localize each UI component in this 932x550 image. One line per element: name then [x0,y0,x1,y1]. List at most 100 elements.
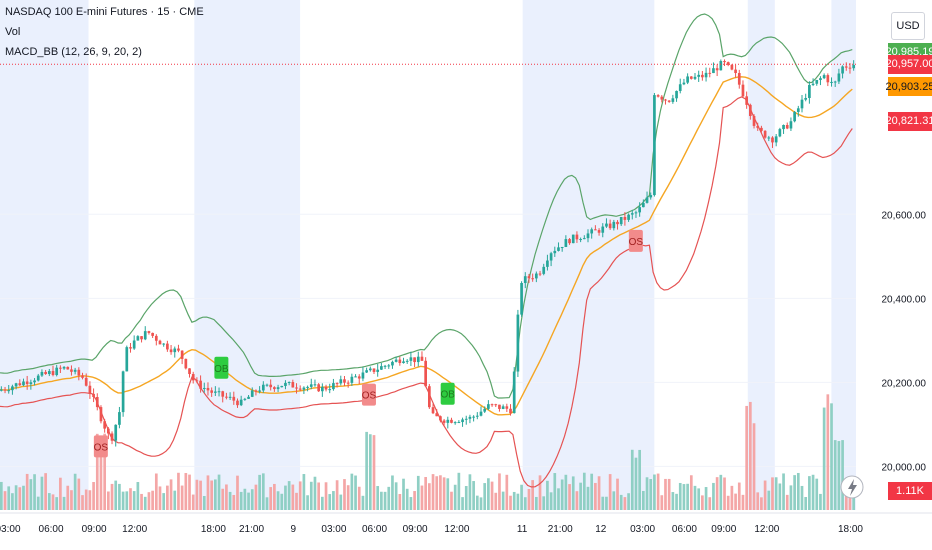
volume-bar [516,493,520,510]
volume-bar [483,483,487,510]
signal-label: OS [629,237,644,248]
volume-bar [77,478,81,510]
volume-bar [594,482,597,510]
candle-body [649,195,653,198]
volume-bar [660,495,664,510]
candle-body [627,214,630,220]
candle-body [33,380,36,383]
candle-body [199,380,202,389]
candle-body [819,78,822,81]
candle-body [110,433,114,441]
volume-bar [228,491,232,510]
volume-bar [7,486,11,510]
candle-body [40,371,44,376]
volume-bar [546,480,549,510]
candle-body [623,216,627,220]
candle-body [730,64,734,70]
session-shade [831,0,856,510]
volume-legend[interactable]: Vol [5,26,21,38]
signal-markers: OB OB OS OS OS [94,229,644,458]
candle-body [239,399,243,406]
candle-body [586,233,590,239]
candle-body [265,384,269,386]
volume-bar [243,488,247,510]
candle-body [774,136,778,143]
candle-body [121,371,125,413]
candle-body [22,381,25,386]
volume-bar [697,488,701,510]
volume-bar [350,473,354,510]
indicator-legend[interactable]: MACD_BB (12, 26, 9, 20, 2) [5,46,142,58]
candle-body [671,98,675,102]
candle-body [678,84,682,91]
lightning-glyph [848,479,857,496]
candle-body [498,404,501,409]
volume-bar [645,477,649,510]
candle-body [815,80,819,84]
volume-bar [453,484,457,510]
candle-body [612,221,616,229]
volume-bar [752,423,756,510]
volume-bar [47,493,51,510]
candle-body [546,260,549,267]
currency-button[interactable]: USD [891,12,925,40]
symbol-title[interactable]: NASDAQ 100 E-mini Futures · 15 · CME [5,6,204,18]
volume-bar [612,491,616,510]
candle-body [147,331,151,333]
volume-bar [468,474,472,510]
time-tick-label: 18:00 [838,524,863,535]
candle-body [450,419,453,423]
candle-body [571,234,575,244]
candle-body [605,223,608,227]
volume-bar [232,494,236,510]
volume-bar [479,497,483,510]
volume-bar [527,488,531,510]
candle-body [202,387,206,389]
volume-bar [217,474,221,510]
candle-body [601,226,605,233]
volume-bar [616,478,619,510]
candle-body [132,340,136,349]
volume-bar [3,491,7,510]
time-tick-label: 09:00 [82,524,107,535]
volume-bar [653,474,656,510]
candle-body [531,278,534,280]
volume-bar [177,472,180,510]
candle-body [140,336,143,340]
volume-bar [280,493,284,510]
volume-bar [796,472,800,510]
candle-body [564,239,568,247]
candle-body [734,69,737,74]
volume-bar [811,474,815,510]
grid [0,213,856,467]
candle-body [793,111,796,122]
volume-bar [830,403,833,510]
candle-body [405,360,409,362]
volume-bar [324,482,328,510]
candles [0,59,855,447]
volume-bar [416,475,420,510]
candle-body [494,404,498,406]
candle-body [712,68,715,74]
time-axis[interactable]: 03:00 06:00 09:00 12:00 18:00 21:00 9 03:00 06:0… [0,512,932,550]
candle-body [228,396,232,398]
volume-bar [354,475,357,510]
candle-body [107,428,110,434]
candle-body [808,84,811,98]
volume-bar [531,480,534,510]
volume-bar [630,449,634,510]
volume-bar [675,493,678,510]
candle-body [357,376,361,379]
volume-bar [287,481,291,510]
candle-body [184,358,188,369]
volume-bar [25,473,29,510]
candle-body [59,367,62,369]
volume-bar [763,480,767,510]
candle-body [542,266,546,274]
volume-bar [143,496,147,510]
candle-body [416,356,420,363]
candle-body [704,72,708,78]
candle-body [66,366,70,370]
